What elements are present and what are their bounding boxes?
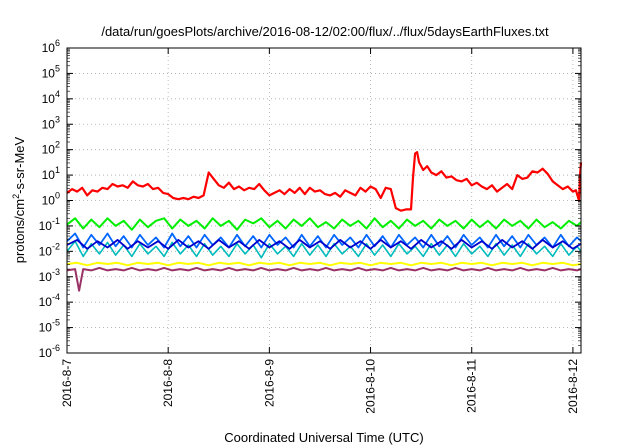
x-tick-label: 2016-8-9 (262, 359, 276, 407)
y-tick-exponent: -6 (52, 343, 60, 353)
y-axis-label-sup: 2 (11, 194, 21, 199)
y-tick-exponent: 0 (55, 191, 60, 201)
y-tick-exponent: -3 (52, 267, 60, 277)
y-tick-label: 102 (42, 140, 60, 157)
y-tick-label: 101 (42, 165, 60, 182)
y-tick-base: 10 (39, 321, 53, 335)
y-tick-label: 10-5 (39, 318, 60, 335)
series-line-2 (66, 217, 582, 231)
series-line-1 (66, 151, 583, 212)
y-tick-label: 10-4 (39, 292, 60, 309)
series-line-5 (66, 238, 582, 250)
y-tick-exponent: -5 (52, 318, 60, 328)
y-tick-base: 10 (42, 143, 56, 157)
x-axis-label: Coordinated Universal Time (UTC) (224, 430, 423, 445)
y-tick-label: 10-2 (39, 241, 60, 258)
y-tick-exponent: 4 (55, 89, 60, 99)
y-tick-base: 10 (39, 244, 53, 258)
y-tick-exponent: 5 (55, 63, 60, 73)
y-tick-base: 10 (42, 194, 56, 208)
grid (67, 48, 581, 353)
y-tick-exponent: 3 (55, 114, 60, 124)
y-tick-exponent: -4 (52, 292, 60, 302)
y-tick-base: 10 (42, 92, 56, 106)
y-tick-exponent: -1 (52, 216, 60, 226)
y-tick-base: 10 (42, 41, 56, 55)
x-tick-label: 2016-8-10 (364, 359, 378, 414)
y-axis-label-pre: protons/cm (12, 199, 27, 263)
series-layer (66, 151, 583, 292)
y-tick-base: 10 (39, 270, 53, 284)
y-tick-label: 103 (42, 114, 60, 131)
y-tick-base: 10 (39, 295, 53, 309)
x-tick-label: 2016-8-7 (60, 359, 74, 407)
y-tick-label: 106 (42, 38, 60, 55)
y-tick-base: 10 (39, 346, 53, 360)
series-line-4 (66, 232, 582, 249)
y-tick-label: 100 (42, 191, 60, 208)
x-tick-label: 2016-8-11 (465, 359, 479, 413)
y-tick-label: 105 (42, 63, 60, 80)
y-tick-exponent: 2 (55, 140, 60, 150)
series-line-3 (66, 240, 582, 259)
y-tick-base: 10 (42, 117, 56, 131)
x-tick-label: 2016-8-8 (161, 359, 175, 407)
x-axis: 2016-8-7 2016-8-8 2016-8-9 2016-8-10 2016-8-… (60, 48, 580, 414)
y-axis-label-post: -s-sr-MeV (12, 136, 27, 193)
y-tick-label: 10-1 (39, 216, 60, 233)
y-tick-label: 104 (42, 89, 60, 106)
x-tick-label: 2016-8-12 (566, 359, 580, 414)
y-axis: 10-610-510-410-310-210-11001011021031041… (39, 38, 581, 360)
y-tick-label: 10-3 (39, 267, 60, 284)
series-line-6 (66, 261, 582, 267)
y-axis-label: protons/cm2-s-sr-MeV (11, 136, 27, 263)
series-line-7 (66, 266, 582, 292)
y-tick-exponent: 1 (55, 165, 60, 175)
chart-title: /data/run/goesPlots/archive/2016-08-12/0… (101, 24, 549, 39)
y-tick-base: 10 (42, 168, 56, 182)
y-tick-label: 10-6 (39, 343, 60, 360)
y-tick-exponent: 6 (55, 38, 60, 48)
y-tick-exponent: -2 (52, 241, 60, 251)
y-tick-base: 10 (42, 66, 56, 80)
y-tick-base: 10 (39, 219, 53, 233)
